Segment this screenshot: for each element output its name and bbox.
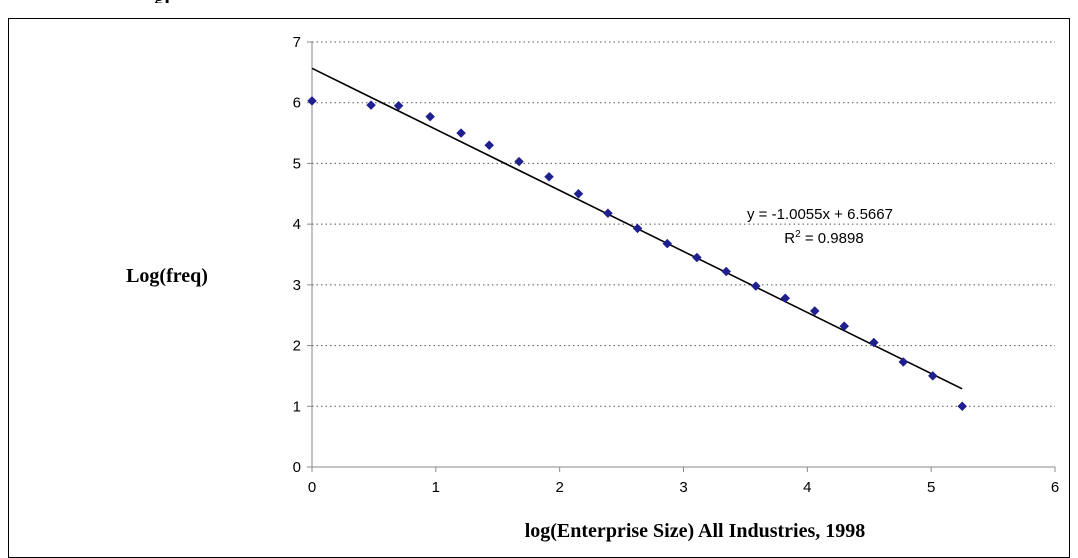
- data-point-2: [393, 100, 404, 111]
- y-tick-label-3: 3: [293, 277, 301, 294]
- chart-frame: 0 1 2 3 4 5 6 7 0 1 2 3 4 5 6 Log(freq) log(Enterprise…: [8, 18, 1070, 558]
- data-points: [307, 96, 968, 412]
- data-point-14: [750, 281, 761, 291]
- data-point-12: [692, 252, 702, 263]
- data-point-3: [425, 111, 435, 122]
- data-point-1: [366, 100, 376, 110]
- data-point-21: [957, 401, 968, 412]
- data-point-20: [927, 371, 938, 381]
- y-tick-label-6: 6: [293, 95, 301, 112]
- x-tick-label-2: 2: [555, 479, 563, 496]
- data-point-4: [456, 128, 466, 138]
- x-tick-label-1: 1: [432, 479, 440, 496]
- y-axis-title: Log(freq): [126, 265, 208, 287]
- data-point-17: [839, 321, 850, 331]
- y-tick-label-2: 2: [293, 338, 301, 355]
- y-tick-label-0: 0: [293, 459, 301, 476]
- data-point-5: [484, 140, 495, 151]
- truncated-title-text: gr: [154, 0, 173, 3]
- axes: [307, 41, 1056, 472]
- x-tick-label-4: 4: [803, 479, 811, 496]
- gridlines: [312, 41, 1055, 407]
- data-point-19: [898, 357, 909, 367]
- x-axis-title: log(Enterprise Size) All Industries, 199…: [525, 520, 866, 542]
- data-point-10: [632, 223, 643, 234]
- data-point-11: [662, 238, 673, 249]
- data-point-0: [307, 96, 317, 106]
- data-point-15: [780, 293, 791, 304]
- x-tick-label-6: 6: [1051, 479, 1059, 496]
- data-point-7: [544, 171, 554, 182]
- x-tick-label-3: 3: [679, 479, 687, 496]
- data-point-13: [721, 266, 732, 277]
- data-point-6: [514, 156, 524, 167]
- data-point-16: [809, 306, 820, 316]
- data-point-8: [573, 188, 584, 199]
- y-tick-label-5: 5: [293, 155, 301, 172]
- tick-labels: 0 1 2 3 4 5 6 7 0 1 2 3 4 5 6: [293, 34, 1060, 496]
- y-tick-label-7: 7: [293, 34, 301, 51]
- y-tick-label-4: 4: [293, 216, 301, 233]
- data-point-18: [868, 337, 879, 348]
- trendline-equation: y = -1.0055x + 6.5667: [747, 206, 893, 223]
- y-tick-label-1: 1: [293, 398, 301, 415]
- r2-symbol: R: [784, 230, 795, 247]
- truncated-title-fragment: gr: [154, 0, 274, 3]
- scatter-chart: 0 1 2 3 4 5 6 7 0 1 2 3 4 5 6 Log(freq) log(Enterprise…: [126, 34, 1060, 542]
- r-squared-label: R2 = 0.9898: [784, 229, 863, 247]
- r2-superscript: 2: [795, 229, 801, 240]
- x-tick-label-5: 5: [927, 479, 935, 496]
- r2-value: = 0.9898: [801, 230, 864, 247]
- x-tick-label-0: 0: [308, 479, 316, 496]
- data-point-9: [603, 208, 613, 219]
